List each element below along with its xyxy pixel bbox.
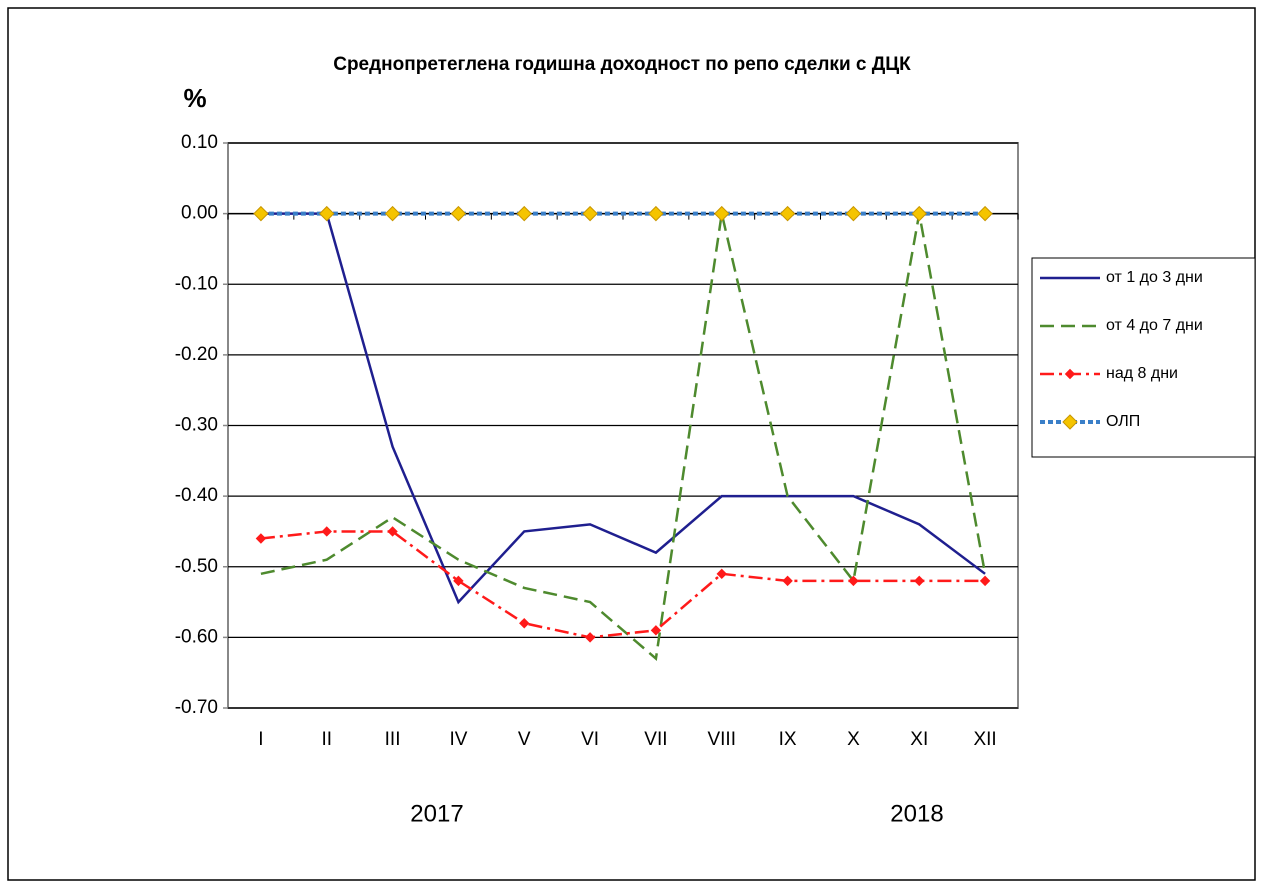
x-tick-label: VII: [644, 729, 667, 750]
data-point: [584, 632, 596, 643]
x-tick-label: VI: [581, 729, 599, 750]
data-point: [714, 205, 730, 222]
data-point: [384, 205, 401, 222]
x-tick-label: IV: [449, 729, 467, 750]
legend-label: над 8 дни: [1106, 365, 1178, 382]
y-tick-label: -0.70: [175, 697, 218, 718]
y-tick-label: -0.60: [175, 626, 218, 647]
data-point: [782, 575, 793, 587]
data-point: [582, 205, 598, 222]
data-point: [911, 205, 927, 222]
legend-marker: [1062, 414, 1078, 430]
data-point: [779, 205, 796, 222]
y-tick-label: -0.10: [175, 273, 218, 294]
y-tick-label: 0.00: [181, 203, 218, 224]
data-point: [650, 625, 662, 636]
x-tick-label: V: [518, 729, 531, 750]
data-point: [979, 575, 991, 587]
data-point: [255, 533, 267, 544]
series-line: [260, 212, 986, 605]
data-point: [848, 575, 859, 587]
y-tick-label: 0.10: [181, 132, 218, 153]
x-tick-label: IX: [779, 729, 797, 750]
year-label: 2017: [410, 800, 463, 827]
legend-label: от 1 до 3 дни: [1106, 269, 1203, 286]
data-point: [845, 205, 862, 222]
data-point: [321, 526, 332, 537]
y-tick-label: -0.20: [175, 344, 218, 365]
data-point: [253, 205, 269, 222]
x-tick-label: XI: [910, 729, 928, 750]
y-tick-label: -0.50: [175, 556, 218, 577]
legend-label: от 4 до 7 дни: [1106, 317, 1203, 334]
data-point: [387, 526, 398, 537]
x-tick-label: III: [385, 729, 401, 750]
data-point: [914, 575, 925, 587]
data-point: [516, 205, 532, 222]
data-point: [319, 205, 335, 222]
data-point: [716, 568, 727, 580]
y-tick-label: -0.40: [175, 485, 218, 506]
data-point: [977, 205, 993, 222]
data-point: [648, 205, 664, 222]
x-tick-label: II: [321, 729, 332, 750]
x-tick-label: VIII: [707, 729, 736, 750]
legend-label: ОЛП: [1106, 413, 1140, 430]
x-tick-label: X: [847, 729, 860, 750]
y-axis-label: %: [183, 83, 206, 113]
y-tick-label: -0.30: [175, 415, 218, 436]
data-point: [450, 205, 467, 222]
year-label: 2018: [890, 800, 943, 827]
x-tick-label: I: [258, 729, 263, 750]
data-point: [519, 618, 530, 629]
series-line: [260, 213, 987, 661]
data-point: [453, 575, 464, 587]
x-tick-label: XII: [973, 729, 996, 750]
series-line: [260, 530, 986, 639]
chart-title: Среднопретеглена годишна доходност по ре…: [333, 54, 911, 75]
legend-marker: [1064, 368, 1076, 380]
legend-box: [1031, 257, 1256, 458]
